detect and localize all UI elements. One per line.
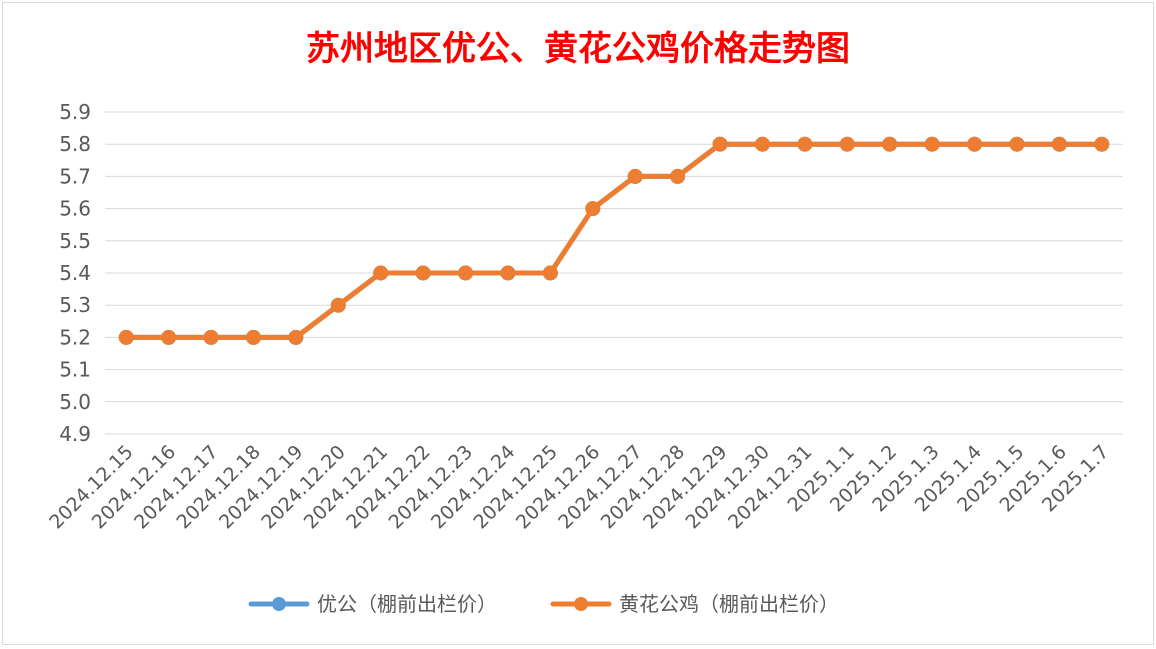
legend: 优公（棚前出栏价） 黄花公鸡（棚前出栏价） [248,592,839,616]
y-tick-label: 5.1 [59,358,91,382]
x-axis-ticks: 2024.12.152024.12.162024.12.172024.12.18… [45,441,1113,533]
series-group [118,136,1110,345]
legend-label: 黄花公鸡（棚前出栏价） [619,592,839,616]
data-point [627,168,643,184]
data-point [585,201,601,217]
legend-label: 优公（棚前出栏价） [317,592,497,616]
data-point [458,265,474,281]
legend-swatch-marker [272,597,286,611]
y-tick-label: 5.8 [59,132,91,156]
y-tick-label: 5.9 [59,100,91,124]
data-point [288,329,304,345]
y-tick-label: 5.4 [59,261,91,285]
data-point [797,136,813,152]
data-point [924,136,940,152]
data-point [415,265,431,281]
y-tick-label: 5.0 [59,390,91,414]
data-point [330,297,346,313]
y-tick-label: 5.2 [59,325,91,349]
data-point [670,168,686,184]
data-point [500,265,516,281]
legend-item: 优公（棚前出栏价） [248,592,497,616]
legend-swatch-marker [574,597,588,611]
line-chart: 5.9 5.8 5.7 5.6 5.5 5.4 5.3 5.2 5.1 5.0 4.9 2024.1… [45,100,1123,616]
data-point [1009,136,1025,152]
data-point [245,329,261,345]
data-point [882,136,898,152]
series-2 [118,136,1110,345]
y-tick-label: 5.6 [59,197,91,221]
data-point [1051,136,1067,152]
data-point [161,329,177,345]
legend-item: 黄花公鸡（棚前出栏价） [550,592,839,616]
gridlines [105,111,1123,435]
y-axis-ticks: 5.9 5.8 5.7 5.6 5.5 5.4 5.3 5.2 5.1 5.0 4.9 [59,100,91,446]
data-point [967,136,983,152]
y-tick-label: 5.3 [59,293,91,317]
data-point [203,329,219,345]
data-point [754,136,770,152]
data-point [1094,136,1110,152]
y-tick-label: 5.7 [59,164,91,188]
y-tick-label: 4.9 [59,422,91,446]
data-point [542,265,558,281]
data-point [373,265,389,281]
data-point [839,136,855,152]
y-tick-label: 5.5 [59,229,91,253]
data-point [118,329,134,345]
data-point [712,136,728,152]
chart-title: 苏州地区优公、黄花公鸡价格走势图 [306,29,850,69]
